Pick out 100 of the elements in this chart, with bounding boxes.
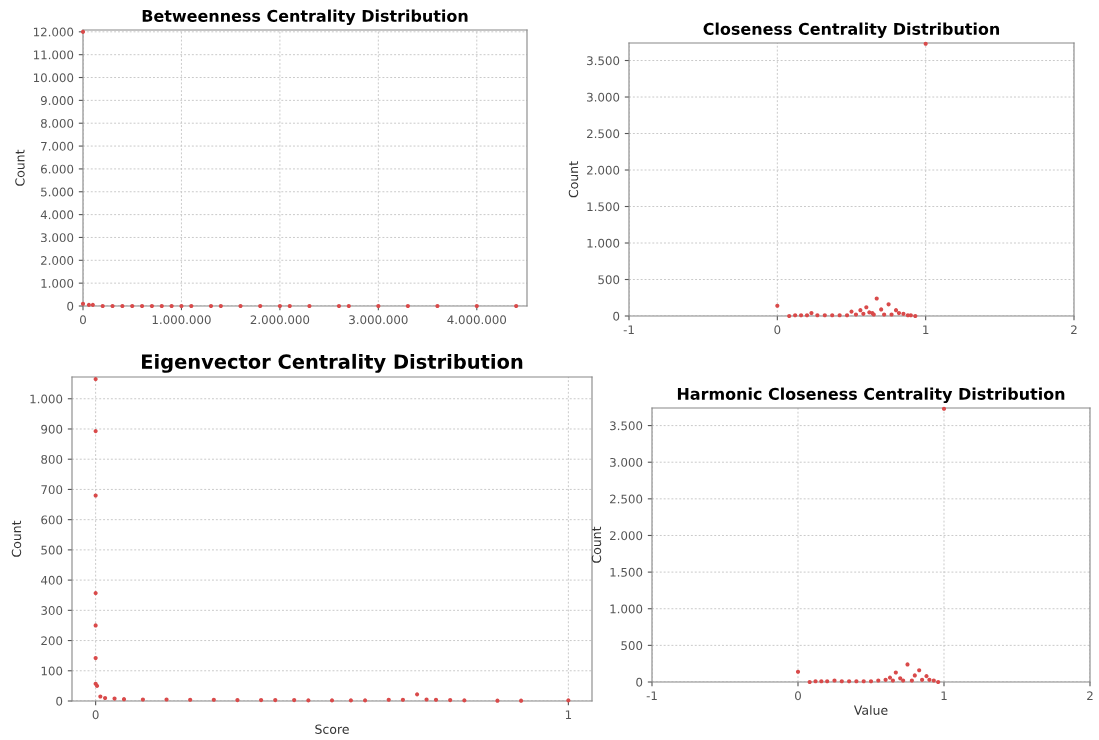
y-tick-label: 2.000 (587, 165, 620, 175)
y-tick-label: 600 (41, 515, 63, 525)
point (306, 698, 311, 703)
point (188, 697, 193, 702)
point (149, 303, 154, 309)
point (868, 679, 874, 684)
y-tick-label: 800 (41, 454, 63, 464)
point (858, 308, 863, 313)
point (913, 313, 918, 319)
point (93, 377, 98, 382)
x-tick-label: 0 (795, 691, 801, 701)
y-tick-label: 11.000 (33, 50, 74, 60)
point (809, 311, 814, 316)
point (887, 675, 893, 680)
y-tick-label: 500 (41, 545, 63, 555)
point (433, 697, 439, 702)
x-tick-label: 2.000.000 (250, 315, 310, 325)
point (218, 303, 223, 309)
y-axis-title: Count (15, 149, 25, 186)
point (876, 678, 881, 683)
x-axis-title: Value (853, 705, 888, 715)
x-tick-label: 0 (774, 325, 781, 335)
point (847, 679, 852, 684)
y-tick-label: 900 (41, 424, 63, 434)
point (787, 313, 792, 319)
point (93, 429, 98, 434)
y-tick-label: 8.000 (40, 118, 74, 128)
x-tick-label: 1 (923, 325, 929, 334)
y-tick-label: 700 (41, 485, 63, 495)
y-tick-label: 2.000 (610, 531, 643, 541)
x-tick-label: 1.000.000 (152, 315, 211, 325)
point (798, 313, 804, 318)
point (837, 313, 842, 318)
point (448, 698, 453, 703)
point (287, 303, 292, 309)
point (112, 696, 117, 701)
y-tick-label: 2.500 (610, 494, 643, 504)
y-tick-label: 12.000 (33, 27, 74, 37)
chart-title: Closeness Centrality Distribution (703, 22, 1000, 39)
x-tick-label: 4.000.000 (447, 315, 507, 325)
point (917, 668, 922, 673)
point (775, 303, 780, 308)
point (890, 678, 895, 683)
point (386, 697, 391, 702)
y-tick-label: 1.000 (587, 238, 620, 248)
point (936, 679, 941, 685)
x-tick-label: -1 (646, 691, 657, 700)
point (815, 313, 820, 318)
point (130, 303, 135, 309)
point (307, 303, 312, 309)
point (931, 678, 936, 683)
y-tick-label: 1.000 (41, 278, 74, 288)
chart-title: Betweenness Centrality Distribution (142, 9, 468, 26)
point (883, 677, 888, 682)
point (348, 698, 353, 703)
x-tick-label: 3.000.000 (349, 315, 408, 325)
point (941, 406, 947, 411)
point (139, 303, 145, 309)
chart-title: Eigenvector Centrality Distribution (142, 353, 523, 373)
point (86, 302, 91, 307)
point (830, 313, 835, 318)
y-tick-label: 6.000 (41, 164, 74, 174)
y-tick-label: 1.500 (587, 202, 620, 212)
point (159, 303, 164, 309)
point (901, 311, 906, 316)
y-tick-label: 500 (621, 641, 643, 651)
point (795, 669, 801, 674)
y-tick-label: 0 (636, 677, 643, 687)
point (905, 662, 910, 667)
y-tick-label: 5.000 (41, 187, 74, 197)
point (912, 673, 917, 678)
y-tick-label: 4.000 (40, 210, 74, 220)
point (346, 303, 351, 309)
y-axis-title: Count (11, 520, 22, 557)
y-tick-label: 3.000 (41, 233, 74, 243)
y-tick-label: 3.000 (610, 457, 643, 467)
point (844, 313, 850, 318)
y-tick-label: 100 (41, 666, 63, 676)
point (896, 311, 902, 316)
point (235, 698, 240, 703)
x-tick-label: 1 (565, 710, 572, 719)
point (273, 698, 278, 703)
point (832, 678, 837, 683)
point (189, 303, 194, 309)
point (861, 679, 866, 684)
y-tick-label: 0 (67, 301, 74, 311)
point (140, 697, 145, 702)
point (415, 692, 420, 697)
point (110, 303, 115, 309)
x-tick-label: 0 (80, 315, 86, 325)
point (400, 697, 405, 702)
point (424, 697, 429, 702)
point (100, 303, 105, 309)
point (164, 697, 169, 702)
point (258, 303, 263, 309)
x-tick-label: 1 (941, 691, 947, 700)
point (882, 312, 887, 317)
point (259, 698, 264, 703)
point (822, 313, 827, 318)
point (90, 302, 95, 307)
